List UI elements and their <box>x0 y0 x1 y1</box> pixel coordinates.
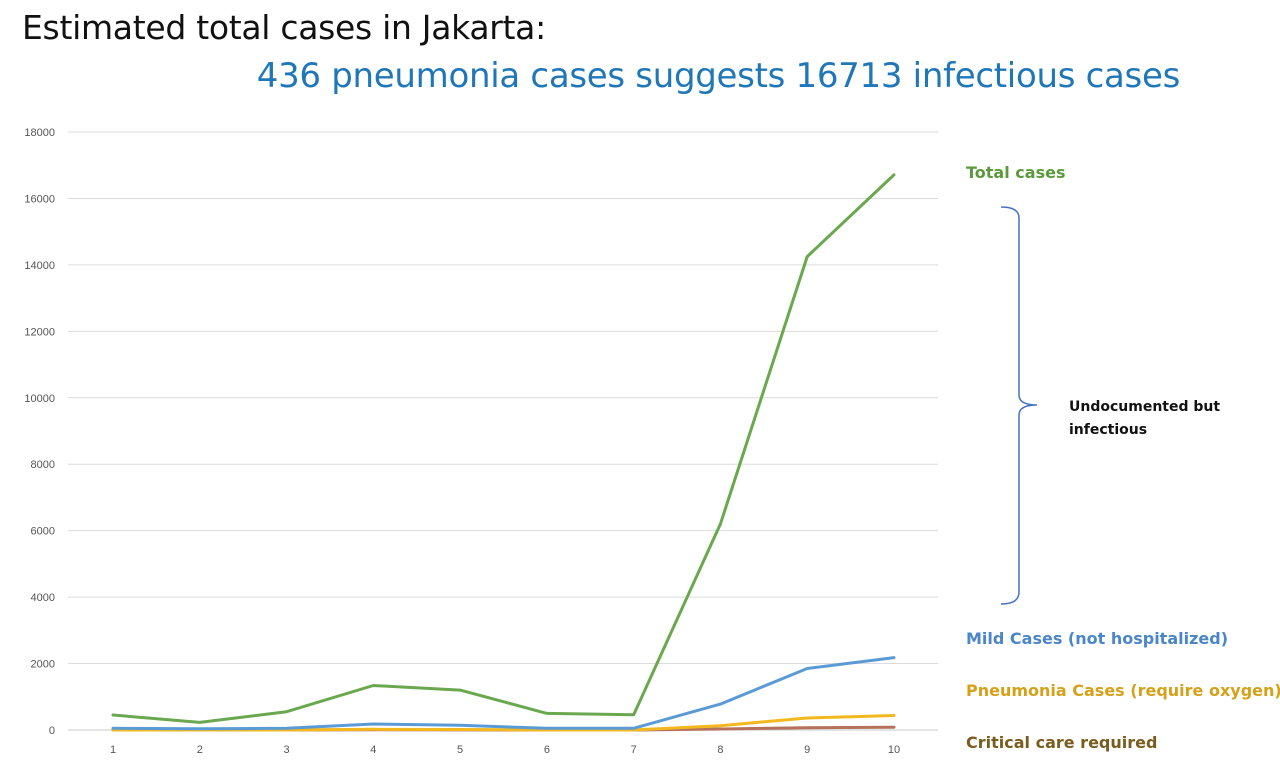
x-tick-label: 9 <box>804 744 810 756</box>
x-tick-label: 6 <box>544 744 550 756</box>
series-line <box>111 656 896 731</box>
y-tick-label: 2000 <box>31 659 55 671</box>
y-tick-label: 14000 <box>24 260 55 272</box>
x-tick-label: 7 <box>631 744 637 756</box>
y-tick-label: 8000 <box>31 459 55 471</box>
y-tick-label: 4000 <box>31 592 55 604</box>
chart-title: Estimated total cases in Jakarta: <box>22 8 546 47</box>
y-tick-label: 18000 <box>24 127 55 139</box>
y-tick-label: 6000 <box>31 526 55 538</box>
undocumented-annotation: Undocumented but infectious <box>1000 206 1220 605</box>
legend-label: Pneumonia Cases (require oxygen) <box>966 681 1280 700</box>
x-tick-label: 5 <box>457 744 463 756</box>
x-tick-label: 8 <box>717 744 723 756</box>
y-tick-label: 16000 <box>24 193 55 205</box>
x-tick-label: 10 <box>888 744 900 756</box>
gridlines <box>68 131 938 731</box>
series-legend: Total cases Mild Cases (not hospitalized)… <box>966 163 1280 752</box>
curly-brace <box>1000 206 1038 605</box>
series-lines <box>111 173 896 732</box>
series-line <box>111 173 896 724</box>
x-axis-tick-labels: 1 2 3 4 5 6 7 8 9 10 <box>110 744 900 756</box>
annotation-text: infectious <box>1069 422 1147 438</box>
legend-label: Total cases <box>966 163 1065 182</box>
x-tick-label: 1 <box>110 744 116 756</box>
y-tick-label: 0 <box>49 725 55 737</box>
legend-label: Mild Cases (not hospitalized) <box>966 629 1228 648</box>
x-tick-label: 3 <box>283 744 289 756</box>
y-axis-tick-labels: 0 2000 4000 6000 8000 10000 12000 14000 16000 180… <box>24 127 55 737</box>
x-tick-label: 2 <box>197 744 203 756</box>
chart-subtitle: 436 pneumonia cases suggests 16713 infec… <box>256 56 1181 96</box>
y-tick-label: 10000 <box>24 393 55 405</box>
x-tick-label: 4 <box>370 744 376 756</box>
y-tick-label: 12000 <box>24 326 55 338</box>
legend-label: Critical care required <box>966 733 1157 752</box>
annotation-text: Undocumented but <box>1069 399 1220 415</box>
